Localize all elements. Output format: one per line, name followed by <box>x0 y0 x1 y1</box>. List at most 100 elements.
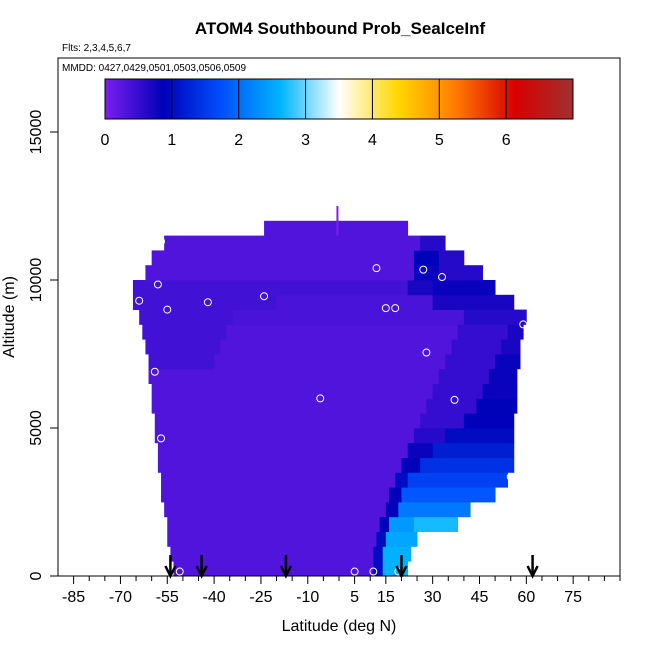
heatmap-cell <box>413 250 440 266</box>
heatmap-cell <box>432 294 515 310</box>
colorbar-tick-label: 1 <box>167 132 176 149</box>
heatmap-cell <box>376 531 387 547</box>
heatmap-cell <box>388 487 402 503</box>
heatmap-cell <box>388 516 415 532</box>
heatmap-cell <box>420 413 465 429</box>
heatmap-cell <box>432 442 515 458</box>
colorbar-tick-label: 6 <box>502 132 511 149</box>
heatmap-cell <box>139 309 234 325</box>
dates-note: MMDD: 0427,0429,0501,0503,0506,0509 <box>62 63 246 74</box>
observation-point <box>519 320 528 329</box>
heatmap-cell <box>451 339 502 355</box>
heatmap-cell <box>445 354 496 370</box>
heatmap-cell <box>438 265 484 281</box>
heatmap-cell <box>164 502 387 518</box>
x-tick-label: -70 <box>109 589 132 606</box>
y-axis-label: Altitude (m) <box>1 276 18 358</box>
observation-point <box>419 265 428 274</box>
heatmap-cell <box>463 309 527 325</box>
x-tick-label: -40 <box>203 589 226 606</box>
y-tick-label: 5000 <box>28 410 45 446</box>
flights-note: Flts: 2,3,4,5,6,7 <box>62 43 131 54</box>
observation-point <box>391 304 400 313</box>
x-tick-label: 75 <box>564 589 582 606</box>
observation-point <box>372 264 381 273</box>
heatmap-cell <box>151 250 415 266</box>
heatmap-cell <box>413 428 446 444</box>
observation-point <box>175 567 184 576</box>
heatmap-cell <box>170 546 374 562</box>
heatmap-cell <box>407 442 434 458</box>
observation-point <box>506 472 515 481</box>
colorbar <box>104 78 574 120</box>
heatmap-cell <box>164 235 421 251</box>
x-tick-label: 5 <box>350 589 359 606</box>
heatmap-cell <box>426 398 477 414</box>
observation-point <box>135 296 144 305</box>
heatmap-cell <box>276 294 434 310</box>
x-tick-label: 45 <box>471 589 489 606</box>
observation-point <box>203 298 212 307</box>
observation-point <box>316 394 325 403</box>
y-tick-label: 15000 <box>28 110 45 155</box>
heatmap-cell <box>385 531 418 547</box>
heatmap-cell <box>438 250 465 266</box>
observation-point <box>260 292 269 301</box>
x-tick-label: -85 <box>62 589 85 606</box>
heatmap-cell <box>432 280 496 296</box>
observation-point <box>163 305 172 314</box>
heatmap-cell <box>161 487 390 503</box>
observation-point <box>450 395 459 404</box>
colorbar-ticks: 0 1 2 3 4 5 6 <box>101 79 511 149</box>
heatmap-cell <box>495 354 521 370</box>
x-tick-label: -25 <box>249 589 272 606</box>
colorbar-tick-label: 5 <box>435 132 444 149</box>
colorbar-tick-label: 3 <box>301 132 310 149</box>
y-tick-label: 0 <box>28 571 45 580</box>
x-tick-label: 15 <box>377 589 395 606</box>
heatmap-cell <box>142 324 227 340</box>
heatmap-cell <box>420 457 515 473</box>
heatmap-cell <box>401 457 421 473</box>
heatmap-cell <box>379 516 390 532</box>
heatmap-cell <box>167 516 380 532</box>
heatmap-cell <box>151 398 427 414</box>
heatmap-cell <box>407 472 508 488</box>
x-axis: -85 -70 -55 -40 -25 -10 5 15 30 45 60 75 <box>62 576 621 606</box>
heatmap-cell <box>420 235 446 251</box>
heatmap-cell <box>482 383 518 399</box>
heatmap-cell <box>382 546 412 562</box>
observation-point <box>153 280 162 289</box>
heatmap-cell <box>457 324 508 340</box>
heatmap-cell <box>167 531 377 547</box>
y-axis: 0 5000 10000 15000 <box>28 110 58 580</box>
heatmap-cell <box>373 561 384 577</box>
heatmap-cell <box>398 502 471 518</box>
heatmap-cell <box>148 368 440 384</box>
heatmap-cell <box>173 561 374 577</box>
observation-point <box>409 225 418 234</box>
heatmap-cell <box>151 383 434 399</box>
observation-point <box>150 367 159 376</box>
heatmap-cell <box>226 324 459 340</box>
heatmap-cell <box>501 339 521 355</box>
observation-point <box>438 273 447 282</box>
colorbar-tick-label: 0 <box>101 132 110 149</box>
heatmap-cell <box>385 502 399 518</box>
heatmap-cell <box>154 428 415 444</box>
observation-point <box>157 434 166 443</box>
heatmap-cell <box>157 457 402 473</box>
heatmap-cell <box>407 280 434 296</box>
colorbar-tick-label: 4 <box>368 132 377 149</box>
heatmap-cell <box>395 472 409 488</box>
x-tick-label: -55 <box>156 589 179 606</box>
heatmap-cell <box>157 442 409 458</box>
observation-point <box>422 348 431 357</box>
heatmap-cell <box>401 487 496 503</box>
x-tick-label: 30 <box>424 589 442 606</box>
heatmap-cell <box>438 368 490 384</box>
heatmap-cell <box>161 472 396 488</box>
heatmap-cell <box>463 413 515 429</box>
